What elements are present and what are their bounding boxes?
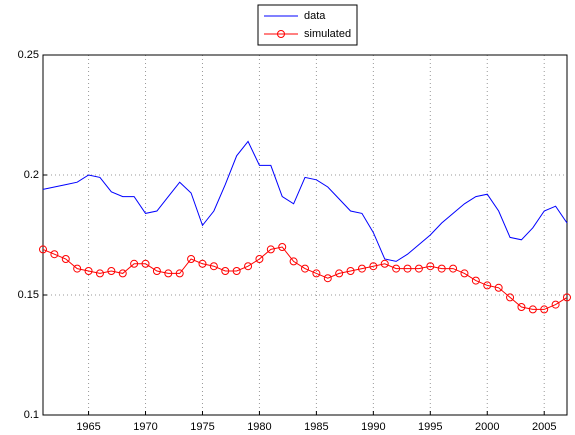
data-point (232, 267, 241, 275)
legend-box (257, 4, 358, 46)
data-point (392, 264, 401, 273)
data-point (563, 293, 571, 302)
data-point (164, 269, 173, 278)
data-point (221, 267, 230, 275)
x-tick-label: 1965 (76, 421, 100, 433)
series-line (42, 246, 568, 310)
data-point (346, 267, 355, 275)
legend-label: data (304, 10, 326, 22)
data-point (494, 283, 503, 292)
data-point (551, 300, 560, 309)
data-point (357, 264, 366, 273)
data-point (528, 305, 537, 314)
data-point (130, 259, 139, 268)
data-point (39, 245, 47, 254)
data-point (209, 262, 218, 271)
x-tick-label: 1975 (190, 421, 214, 433)
data-point (118, 269, 127, 278)
y-tick-label: 0.1 (24, 409, 39, 421)
data-point (289, 257, 298, 266)
y-tick-label: 0.25 (18, 49, 39, 61)
data-point (414, 264, 423, 273)
data-point (369, 262, 378, 271)
legend-label: simulated (304, 28, 351, 40)
data-point (73, 264, 82, 273)
data-point (141, 259, 150, 268)
data-point (278, 243, 287, 251)
data-point (483, 281, 492, 290)
data-point (84, 267, 93, 275)
series-line (42, 140, 568, 262)
data-point (50, 250, 59, 259)
x-tick-label: 1995 (418, 421, 442, 433)
x-tick-label: 1990 (361, 421, 385, 433)
data-point (403, 264, 412, 273)
data-point (517, 303, 526, 311)
data-point (506, 293, 515, 302)
data-point (107, 267, 116, 275)
data-point (312, 269, 321, 278)
data-point (426, 262, 435, 271)
data-point (540, 305, 549, 314)
y-tick-label: 0.15 (18, 289, 39, 301)
data-point (95, 269, 104, 278)
data-point (61, 255, 70, 263)
x-tick-label: 1980 (247, 421, 271, 433)
data-point (152, 267, 161, 275)
data-point (198, 259, 207, 268)
data-point (323, 274, 332, 283)
plot-area (43, 55, 567, 415)
x-tick-label: 1985 (304, 421, 328, 433)
data-point (266, 245, 275, 254)
axes-box (42, 54, 568, 416)
data-point (380, 259, 389, 268)
data-point (175, 269, 184, 278)
data-point (187, 255, 196, 263)
x-tick-label: 2005 (532, 421, 556, 433)
data-point (255, 255, 264, 263)
data-point (301, 264, 309, 273)
y-tick-label: 0.2 (24, 169, 39, 181)
x-tick-label: 2000 (475, 421, 499, 433)
data-point (437, 264, 446, 273)
data-point (449, 264, 458, 273)
data-point (244, 262, 253, 271)
data-point (335, 269, 344, 278)
x-tick-label: 1970 (133, 421, 157, 433)
data-point (460, 269, 469, 278)
data-point (471, 276, 480, 285)
legend-marker (277, 30, 285, 38)
